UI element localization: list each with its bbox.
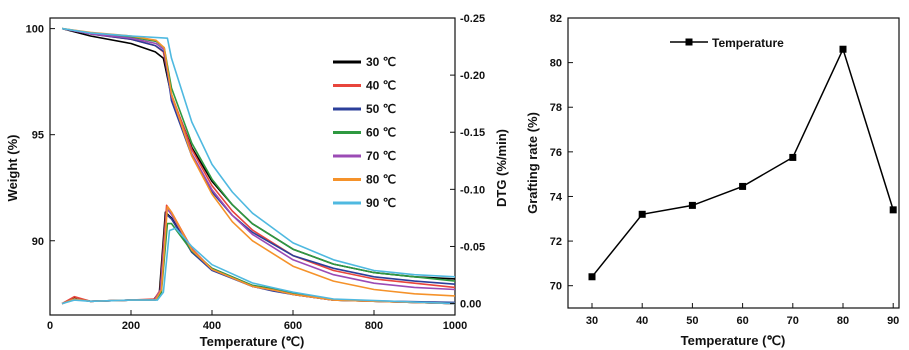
legend-label: 60 ℃ <box>366 126 396 140</box>
right-y-tick-label: 80 <box>550 58 562 70</box>
right-x-tick-label: 90 <box>887 315 899 327</box>
left-y2-tick-label: -0.05 <box>460 241 485 253</box>
dtg-line <box>61 204 456 305</box>
legend-label: 30 ℃ <box>366 55 396 69</box>
left-x-tick-label: 200 <box>122 320 140 332</box>
left-y2-axis-title: DTG (%/min) <box>494 129 509 207</box>
data-point-marker <box>688 201 696 209</box>
right-x-axis-title: Temperature (℃) <box>681 333 786 348</box>
left-y2-tick-label: -0.10 <box>460 184 485 196</box>
data-point-marker <box>789 153 797 161</box>
left-y-tick-label: 90 <box>32 236 44 248</box>
weight-line <box>61 27 456 291</box>
weight-line <box>61 27 456 297</box>
right-y-tick-label: 76 <box>550 147 562 159</box>
left-y-ticks: 90 95 100 <box>26 24 55 248</box>
right-x-tick-label: 80 <box>837 315 849 327</box>
data-point-marker <box>889 206 897 214</box>
weight-line <box>61 27 456 282</box>
right-y-tick-label: 82 <box>550 13 562 25</box>
right-legend: Temperature <box>670 36 784 50</box>
legend-label: 50 ℃ <box>366 102 396 116</box>
right-x-ticks: 30 40 50 60 70 80 90 <box>586 303 899 327</box>
left-x-ticks: 0 200 400 600 800 1000 <box>47 310 467 332</box>
left-series-lines <box>61 27 456 305</box>
left-y2-tick-label: -0.25 <box>460 13 485 25</box>
left-y2-tick-label: -0.20 <box>460 70 485 82</box>
weight-line <box>61 27 456 285</box>
legend-label: Temperature <box>712 36 784 50</box>
dtg-line <box>61 205 456 305</box>
dtg-line <box>61 211 456 305</box>
left-y2-ticks: -0.25 -0.20 -0.15 -0.10 -0.05 0.00 <box>450 13 485 311</box>
right-x-tick-label: 50 <box>686 315 698 327</box>
grafting-rate-chart: 30 40 50 60 70 80 90 70 72 74 76 78 80 82 Temperatur… <box>525 13 900 348</box>
data-point-marker <box>588 273 596 281</box>
left-x-axis-title: Temperature (℃) <box>200 334 305 349</box>
left-x-tick-label: 1000 <box>443 320 467 332</box>
right-series-lines <box>588 45 897 281</box>
right-x-tick-label: 60 <box>736 315 748 327</box>
left-y-axis-title: Weight (%) <box>5 135 20 202</box>
left-legend: 30 ℃ 40 ℃ 50 ℃ 60 ℃ 70 ℃ 80 ℃ 90 ℃ <box>333 55 396 210</box>
right-x-tick-label: 30 <box>586 315 598 327</box>
left-y-tick-label: 95 <box>32 130 44 142</box>
right-y-tick-label: 70 <box>550 281 562 293</box>
right-y-axis-title: Grafting rate (%) <box>525 112 540 214</box>
grafting-rate-line <box>591 47 894 278</box>
dtg-line <box>61 227 456 305</box>
left-x-tick-label: 0 <box>47 320 53 332</box>
right-x-tick-label: 40 <box>636 315 648 327</box>
right-y-ticks: 70 72 74 76 78 80 82 <box>550 13 573 293</box>
left-y2-tick-label: 0.00 <box>460 299 481 311</box>
right-x-tick-label: 70 <box>787 315 799 327</box>
legend-label: 70 ℃ <box>366 149 396 163</box>
right-y-tick-label: 74 <box>550 191 563 203</box>
left-x-tick-label: 600 <box>284 320 302 332</box>
legend-label: 80 ℃ <box>366 173 396 187</box>
right-y-tick-label: 72 <box>550 236 562 248</box>
right-plot-frame <box>567 17 900 309</box>
left-y2-tick-label: -0.15 <box>460 127 485 139</box>
dtg-line <box>61 208 456 305</box>
legend-label: 40 ℃ <box>366 79 396 93</box>
weight-line <box>61 27 456 278</box>
data-point-marker <box>638 210 646 218</box>
legend-label: 90 ℃ <box>366 196 396 210</box>
data-point-marker <box>839 45 847 53</box>
legend-marker <box>685 38 693 46</box>
tga-dtg-chart: 0 200 400 600 800 1000 90 95 100 -0.25 -0.20 -0.1… <box>5 13 509 349</box>
left-y-tick-label: 100 <box>26 24 44 36</box>
data-point-marker <box>739 182 747 190</box>
right-y-tick-label: 78 <box>550 102 562 114</box>
left-x-tick-label: 400 <box>203 320 221 332</box>
left-x-tick-label: 800 <box>365 320 383 332</box>
left-plot-frame <box>49 17 456 316</box>
